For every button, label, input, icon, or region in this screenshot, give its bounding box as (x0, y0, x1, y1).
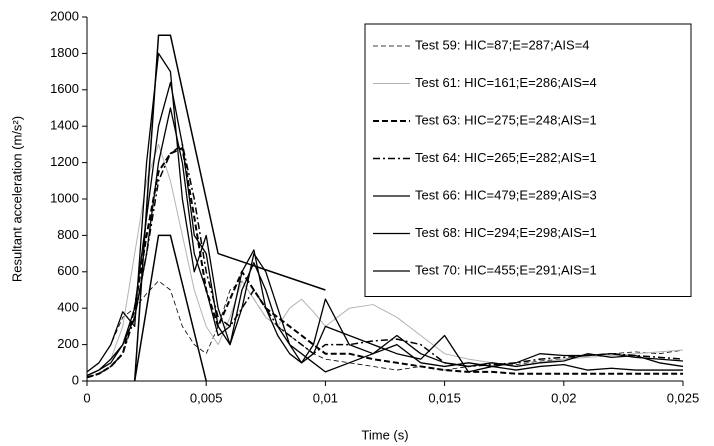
x-tick-label: 0,005 (190, 390, 223, 405)
y-tick-label: 800 (57, 227, 79, 242)
legend-label: Test 61: HIC=161;E=286;AIS=4 (415, 75, 597, 90)
y-tick-label: 1400 (50, 118, 79, 133)
x-tick-label: 0,01 (313, 390, 338, 405)
y-tick-label: 1000 (50, 190, 79, 205)
y-tick-label: 400 (57, 300, 79, 315)
legend-box (364, 23, 692, 297)
y-tick-label: 2000 (50, 8, 79, 23)
corridor-line (133, 234, 207, 382)
y-axis-title: Resultant acceleration (m/s²) (9, 116, 24, 282)
corridor-line (133, 34, 326, 382)
y-tick-label: 1600 (50, 81, 79, 96)
y-tick-label: 600 (57, 263, 79, 278)
y-tick-label: 1800 (50, 45, 79, 60)
series-line (86, 143, 684, 379)
legend-label: Test 68: HIC=294;E=298;AIS=1 (415, 225, 597, 240)
legend-label: Test 66: HIC=479;E=289;AIS=3 (415, 187, 597, 202)
series-line (86, 81, 684, 377)
x-tick-label: 0,015 (428, 390, 461, 405)
y-tick-label: 200 (57, 336, 79, 351)
x-tick-label: 0 (83, 390, 90, 405)
legend-label: Test 63: HIC=275;E=248;AIS=1 (415, 112, 597, 127)
x-tick-label: 0,02 (551, 390, 576, 405)
series-line (86, 107, 683, 377)
legend-label: Test 59: HIC=87;E=287;AIS=4 (415, 37, 590, 52)
legend-label: Test 64: HIC=265;E=282;AIS=1 (415, 150, 597, 165)
x-tick-label: 0,025 (667, 390, 700, 405)
x-axis-title: Time (s) (361, 427, 408, 442)
y-tick-label: 1200 (50, 154, 79, 169)
y-tick-label: 0 (72, 372, 79, 387)
legend-label: Test 70: HIC=455;E=291;AIS=1 (415, 262, 597, 277)
